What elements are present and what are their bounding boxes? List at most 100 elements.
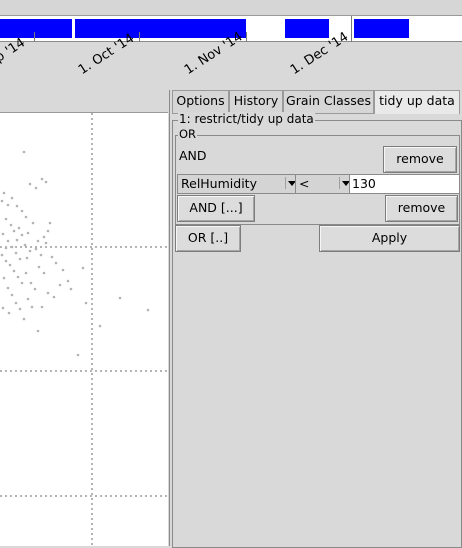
condition-value-text: 130 bbox=[352, 176, 376, 191]
scatter-plot-canvas bbox=[0, 113, 168, 547]
scatter-point bbox=[76, 353, 80, 357]
scatter-plot[interactable] bbox=[0, 112, 168, 547]
scatter-point bbox=[2, 191, 6, 195]
date-axis: ep '14 1. Oct '14 1. Nov '14 1. Dec '14 bbox=[0, 29, 462, 90]
scatter-point bbox=[8, 263, 12, 267]
tab-history[interactable]: History bbox=[229, 90, 283, 114]
scatter-point bbox=[23, 243, 27, 247]
coverage-block bbox=[285, 19, 329, 38]
scatter-point bbox=[1, 232, 5, 236]
apply-label: Apply bbox=[371, 230, 408, 245]
operator-select-value: < bbox=[299, 176, 310, 191]
scatter-point bbox=[46, 291, 50, 295]
plot-header bbox=[0, 90, 170, 112]
coverage-block bbox=[75, 19, 246, 38]
scatter-point bbox=[30, 305, 34, 309]
timeline-tick bbox=[34, 32, 35, 42]
scatter-point bbox=[14, 301, 18, 305]
and-label: AND bbox=[179, 148, 207, 163]
add-and-label: AND [...] bbox=[189, 200, 243, 215]
tab-label: Options bbox=[176, 93, 225, 108]
timeline-coverage-bar bbox=[0, 16, 462, 42]
scatter-point bbox=[81, 266, 85, 270]
apply-button[interactable]: Apply bbox=[319, 225, 460, 252]
timeline-tick bbox=[351, 16, 352, 42]
scatter-point bbox=[52, 295, 56, 299]
scatter-point bbox=[12, 269, 16, 273]
tab-grain-classes[interactable]: Grain Classes bbox=[283, 90, 374, 114]
scatter-point bbox=[36, 239, 40, 243]
scatter-point bbox=[6, 286, 10, 290]
scatter-point bbox=[28, 182, 32, 186]
scatter-point bbox=[6, 203, 10, 207]
scatter-point bbox=[40, 177, 44, 181]
scatter-point bbox=[1, 306, 5, 310]
tab-label: History bbox=[233, 93, 279, 108]
scatter-point bbox=[26, 231, 30, 235]
remove-condition-button[interactable]: remove bbox=[385, 195, 458, 222]
remove-button-label: remove bbox=[396, 151, 444, 166]
condition-value-input[interactable]: 130 bbox=[349, 174, 460, 194]
scatter-point bbox=[33, 287, 37, 291]
scatter-point bbox=[4, 217, 8, 221]
scatter-point bbox=[0, 253, 4, 257]
chevron-down-icon bbox=[339, 177, 352, 189]
scatter-point bbox=[44, 241, 48, 245]
scatter-point bbox=[61, 268, 65, 272]
scatter-point bbox=[4, 259, 8, 263]
scatter-point bbox=[0, 199, 4, 203]
scatter-point bbox=[34, 247, 38, 251]
scatter-point bbox=[40, 305, 44, 309]
chevron-down-icon bbox=[285, 177, 298, 189]
scatter-point bbox=[20, 281, 24, 285]
scatter-point bbox=[50, 255, 54, 259]
or-group-title: OR bbox=[178, 127, 198, 141]
scatter-point bbox=[36, 329, 40, 333]
scatter-point bbox=[98, 324, 102, 328]
scatter-point bbox=[46, 229, 50, 233]
scatter-point bbox=[24, 271, 28, 275]
scatter-point bbox=[26, 297, 30, 301]
scatter-point bbox=[9, 223, 13, 227]
add-and-button[interactable]: AND [...] bbox=[177, 195, 255, 222]
scatter-point bbox=[17, 226, 21, 230]
scatter-point bbox=[4, 246, 8, 250]
scatter-point bbox=[37, 265, 41, 269]
scatter-point bbox=[118, 296, 122, 300]
scatter-point bbox=[22, 317, 26, 321]
scatter-point bbox=[44, 180, 48, 184]
scatter-point bbox=[14, 251, 18, 255]
side-panel: Options History Grain Classes tidy up da… bbox=[169, 90, 462, 548]
scatter-point bbox=[66, 279, 70, 283]
scatter-point bbox=[10, 196, 14, 200]
scatter-point bbox=[48, 221, 52, 225]
tab-label: Grain Classes bbox=[286, 93, 371, 108]
scatter-point bbox=[25, 256, 29, 260]
scatter-point bbox=[15, 204, 19, 208]
top-strip bbox=[0, 0, 462, 16]
tab-tidy-up-data[interactable]: tidy up data bbox=[374, 90, 460, 114]
scatter-point bbox=[39, 253, 43, 257]
add-or-label: OR [..] bbox=[187, 230, 229, 245]
scatter-point bbox=[42, 235, 46, 239]
scatter-point bbox=[10, 293, 14, 297]
tab-options[interactable]: Options bbox=[172, 90, 229, 114]
scatter-point bbox=[18, 307, 22, 311]
scatter-point bbox=[7, 311, 11, 315]
field-select[interactable]: RelHumidity bbox=[177, 174, 300, 194]
scatter-point bbox=[12, 229, 16, 233]
remove-and-button[interactable]: remove bbox=[383, 146, 457, 173]
scatter-point bbox=[54, 261, 58, 265]
scatter-point bbox=[29, 281, 33, 285]
scatter-point bbox=[42, 271, 46, 275]
restrict-group-title: 1: restrict/tidy up data bbox=[178, 112, 315, 126]
scatter-point bbox=[24, 215, 28, 219]
add-or-button[interactable]: OR [..] bbox=[175, 225, 241, 252]
scatter-point bbox=[16, 275, 20, 279]
scatter-point bbox=[20, 233, 24, 237]
scatter-point bbox=[6, 239, 10, 243]
tab-label: tidy up data bbox=[379, 93, 455, 108]
scatter-point bbox=[28, 249, 32, 253]
scatter-point bbox=[58, 283, 62, 287]
operator-select[interactable]: < bbox=[295, 174, 354, 194]
